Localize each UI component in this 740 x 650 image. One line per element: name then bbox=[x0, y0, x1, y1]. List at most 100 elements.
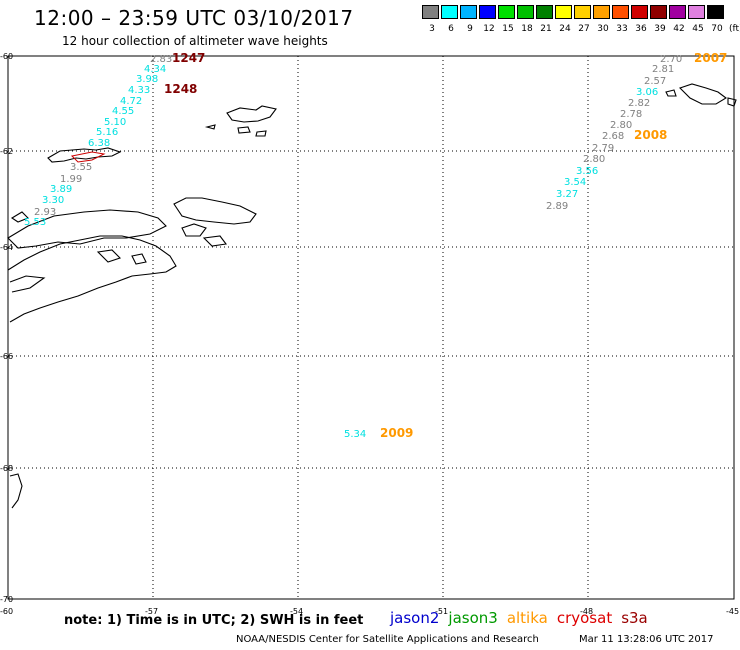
coastline-sw-edge bbox=[9, 473, 23, 509]
lat-label: -62 bbox=[0, 147, 13, 156]
legend-swatch bbox=[650, 5, 667, 19]
legend-swatch bbox=[498, 5, 515, 19]
pass-label: 2008 bbox=[634, 128, 667, 142]
legend-swatch bbox=[479, 5, 496, 19]
coastline-island-a bbox=[226, 105, 277, 123]
legend-swatch bbox=[688, 5, 705, 19]
coastline-peninsula-north bbox=[7, 209, 167, 249]
coastline-island-i bbox=[131, 253, 147, 265]
satellite-legend: jason2 jason3 altika cryosat s3a bbox=[390, 609, 657, 627]
coastline-island-e bbox=[10, 211, 29, 223]
coastline-joinville bbox=[173, 197, 257, 225]
lat-label: -60 bbox=[0, 52, 13, 61]
wave-height-label: 4.72 bbox=[120, 96, 142, 107]
legend-swatch bbox=[612, 5, 629, 19]
wave-height-label: 3.54 bbox=[564, 177, 586, 188]
legend-level: 9 bbox=[467, 24, 473, 34]
coastline-island-g bbox=[202, 235, 227, 247]
wave-height-label: 2.82 bbox=[628, 98, 650, 109]
lon-label: -57 bbox=[145, 607, 158, 616]
wave-height-label: 2.80 bbox=[610, 120, 632, 131]
coastline-south-shetland-west bbox=[47, 147, 122, 163]
lon-label: -48 bbox=[580, 607, 593, 616]
wave-height-label: 3.30 bbox=[42, 195, 64, 206]
wave-height-labels: 2.834.343.984.334.724.555.105.166.38 3.55… bbox=[24, 54, 682, 440]
lat-lon-grid bbox=[8, 56, 734, 599]
pass-label: 2007 bbox=[694, 51, 727, 65]
legend-level: 6 bbox=[448, 24, 454, 34]
satellite-s3a: s3a bbox=[621, 609, 648, 627]
coastline-island-c bbox=[237, 126, 251, 134]
lon-label: -45 bbox=[726, 607, 739, 616]
pass-label: 1248 bbox=[164, 82, 197, 96]
wave-height-label: 2.70 bbox=[660, 54, 682, 65]
legend-level: 18 bbox=[521, 24, 533, 34]
legend-level: 70 bbox=[711, 24, 723, 34]
legend-unit: (ft) bbox=[729, 24, 740, 34]
legend-level: 27 bbox=[578, 24, 590, 34]
wave-height-label: 5.16 bbox=[96, 127, 118, 138]
wave-height-label: 5.53 bbox=[24, 217, 46, 228]
legend-swatch bbox=[555, 5, 572, 19]
wave-height-label: 5.34 bbox=[344, 429, 366, 440]
wave-height-label: 2.78 bbox=[620, 109, 642, 120]
wave-height-label: 3.98 bbox=[136, 74, 158, 85]
units-note: note: 1) Time is in UTC; 2) SWH is in fe… bbox=[64, 613, 364, 628]
lat-label: -66 bbox=[0, 352, 13, 361]
coastline bbox=[7, 83, 737, 509]
satellite-jason3: jason3 bbox=[448, 609, 498, 627]
lat-label: -70 bbox=[0, 595, 13, 604]
legend-swatch bbox=[422, 5, 439, 19]
legend-level: 24 bbox=[559, 24, 571, 34]
wave-height-label: 4.55 bbox=[112, 106, 134, 117]
map-frame bbox=[7, 55, 735, 600]
coastline-island-d bbox=[255, 130, 267, 137]
legend-level: 21 bbox=[540, 24, 552, 34]
legend-level: 45 bbox=[692, 24, 704, 34]
satellite-jason2: jason2 bbox=[390, 609, 440, 627]
legend-swatch bbox=[707, 5, 724, 19]
wave-height-label: 3.55 bbox=[70, 162, 92, 173]
legend-level: 33 bbox=[616, 24, 628, 34]
legend-level: 30 bbox=[597, 24, 609, 34]
wave-height-label: 2.80 bbox=[583, 154, 605, 165]
legend-level: 39 bbox=[654, 24, 666, 34]
generated-timestamp: Mar 11 13:28:06 UTC 2017 bbox=[579, 634, 714, 645]
legend-level: 15 bbox=[502, 24, 514, 34]
legend-swatch bbox=[441, 5, 458, 19]
legend-swatch bbox=[536, 5, 553, 19]
wave-height-label: 3.89 bbox=[50, 184, 72, 195]
pass-label: 1247 bbox=[172, 51, 205, 65]
wave-height-label: 2.81 bbox=[652, 64, 674, 75]
coastline-peninsula-tip bbox=[9, 275, 46, 293]
wave-height-label: 3.56 bbox=[576, 166, 598, 177]
legend-level: 42 bbox=[673, 24, 685, 34]
map-title: 12:00 – 23:59 UTC 03/10/2017 bbox=[34, 6, 354, 30]
wave-height-label: 2.89 bbox=[546, 201, 568, 212]
wave-height-label: 4.33 bbox=[128, 85, 150, 96]
coastline-island-h bbox=[96, 249, 122, 263]
map-border bbox=[7, 55, 735, 600]
lat-label: -64 bbox=[0, 243, 13, 252]
axis-labels: -60 -57 -54 -51 -48 -45 -60 -62 -64 -66 -68 -70 bbox=[0, 52, 739, 616]
wave-height-label: 1.99 bbox=[60, 174, 82, 185]
lon-label: -51 bbox=[435, 607, 448, 616]
coastline-south-orkney-3 bbox=[727, 97, 737, 107]
coastline-peninsula-main bbox=[7, 235, 177, 323]
legend-swatch bbox=[593, 5, 610, 19]
wave-height-label: 2.57 bbox=[644, 76, 666, 87]
legend-swatch bbox=[631, 5, 648, 19]
coastline-island-f bbox=[181, 223, 207, 237]
satellite-cryosat: cryosat bbox=[556, 609, 613, 627]
lon-label: -54 bbox=[290, 607, 303, 616]
wave-height-label: 2.79 bbox=[592, 143, 614, 154]
pass-labels: 1247 1248 2007 2008 2009 bbox=[164, 51, 727, 440]
wave-height-label: 3.27 bbox=[556, 189, 578, 200]
map-subtitle: 12 hour collection of altimeter wave hei… bbox=[62, 34, 328, 48]
wave-height-label: 4.34 bbox=[144, 64, 166, 75]
legend-swatch bbox=[574, 5, 591, 19]
satellite-altika: altika bbox=[506, 609, 548, 627]
legend-level: 36 bbox=[635, 24, 647, 34]
wave-height-label: 6.38 bbox=[88, 138, 110, 149]
legend-swatch bbox=[517, 5, 534, 19]
